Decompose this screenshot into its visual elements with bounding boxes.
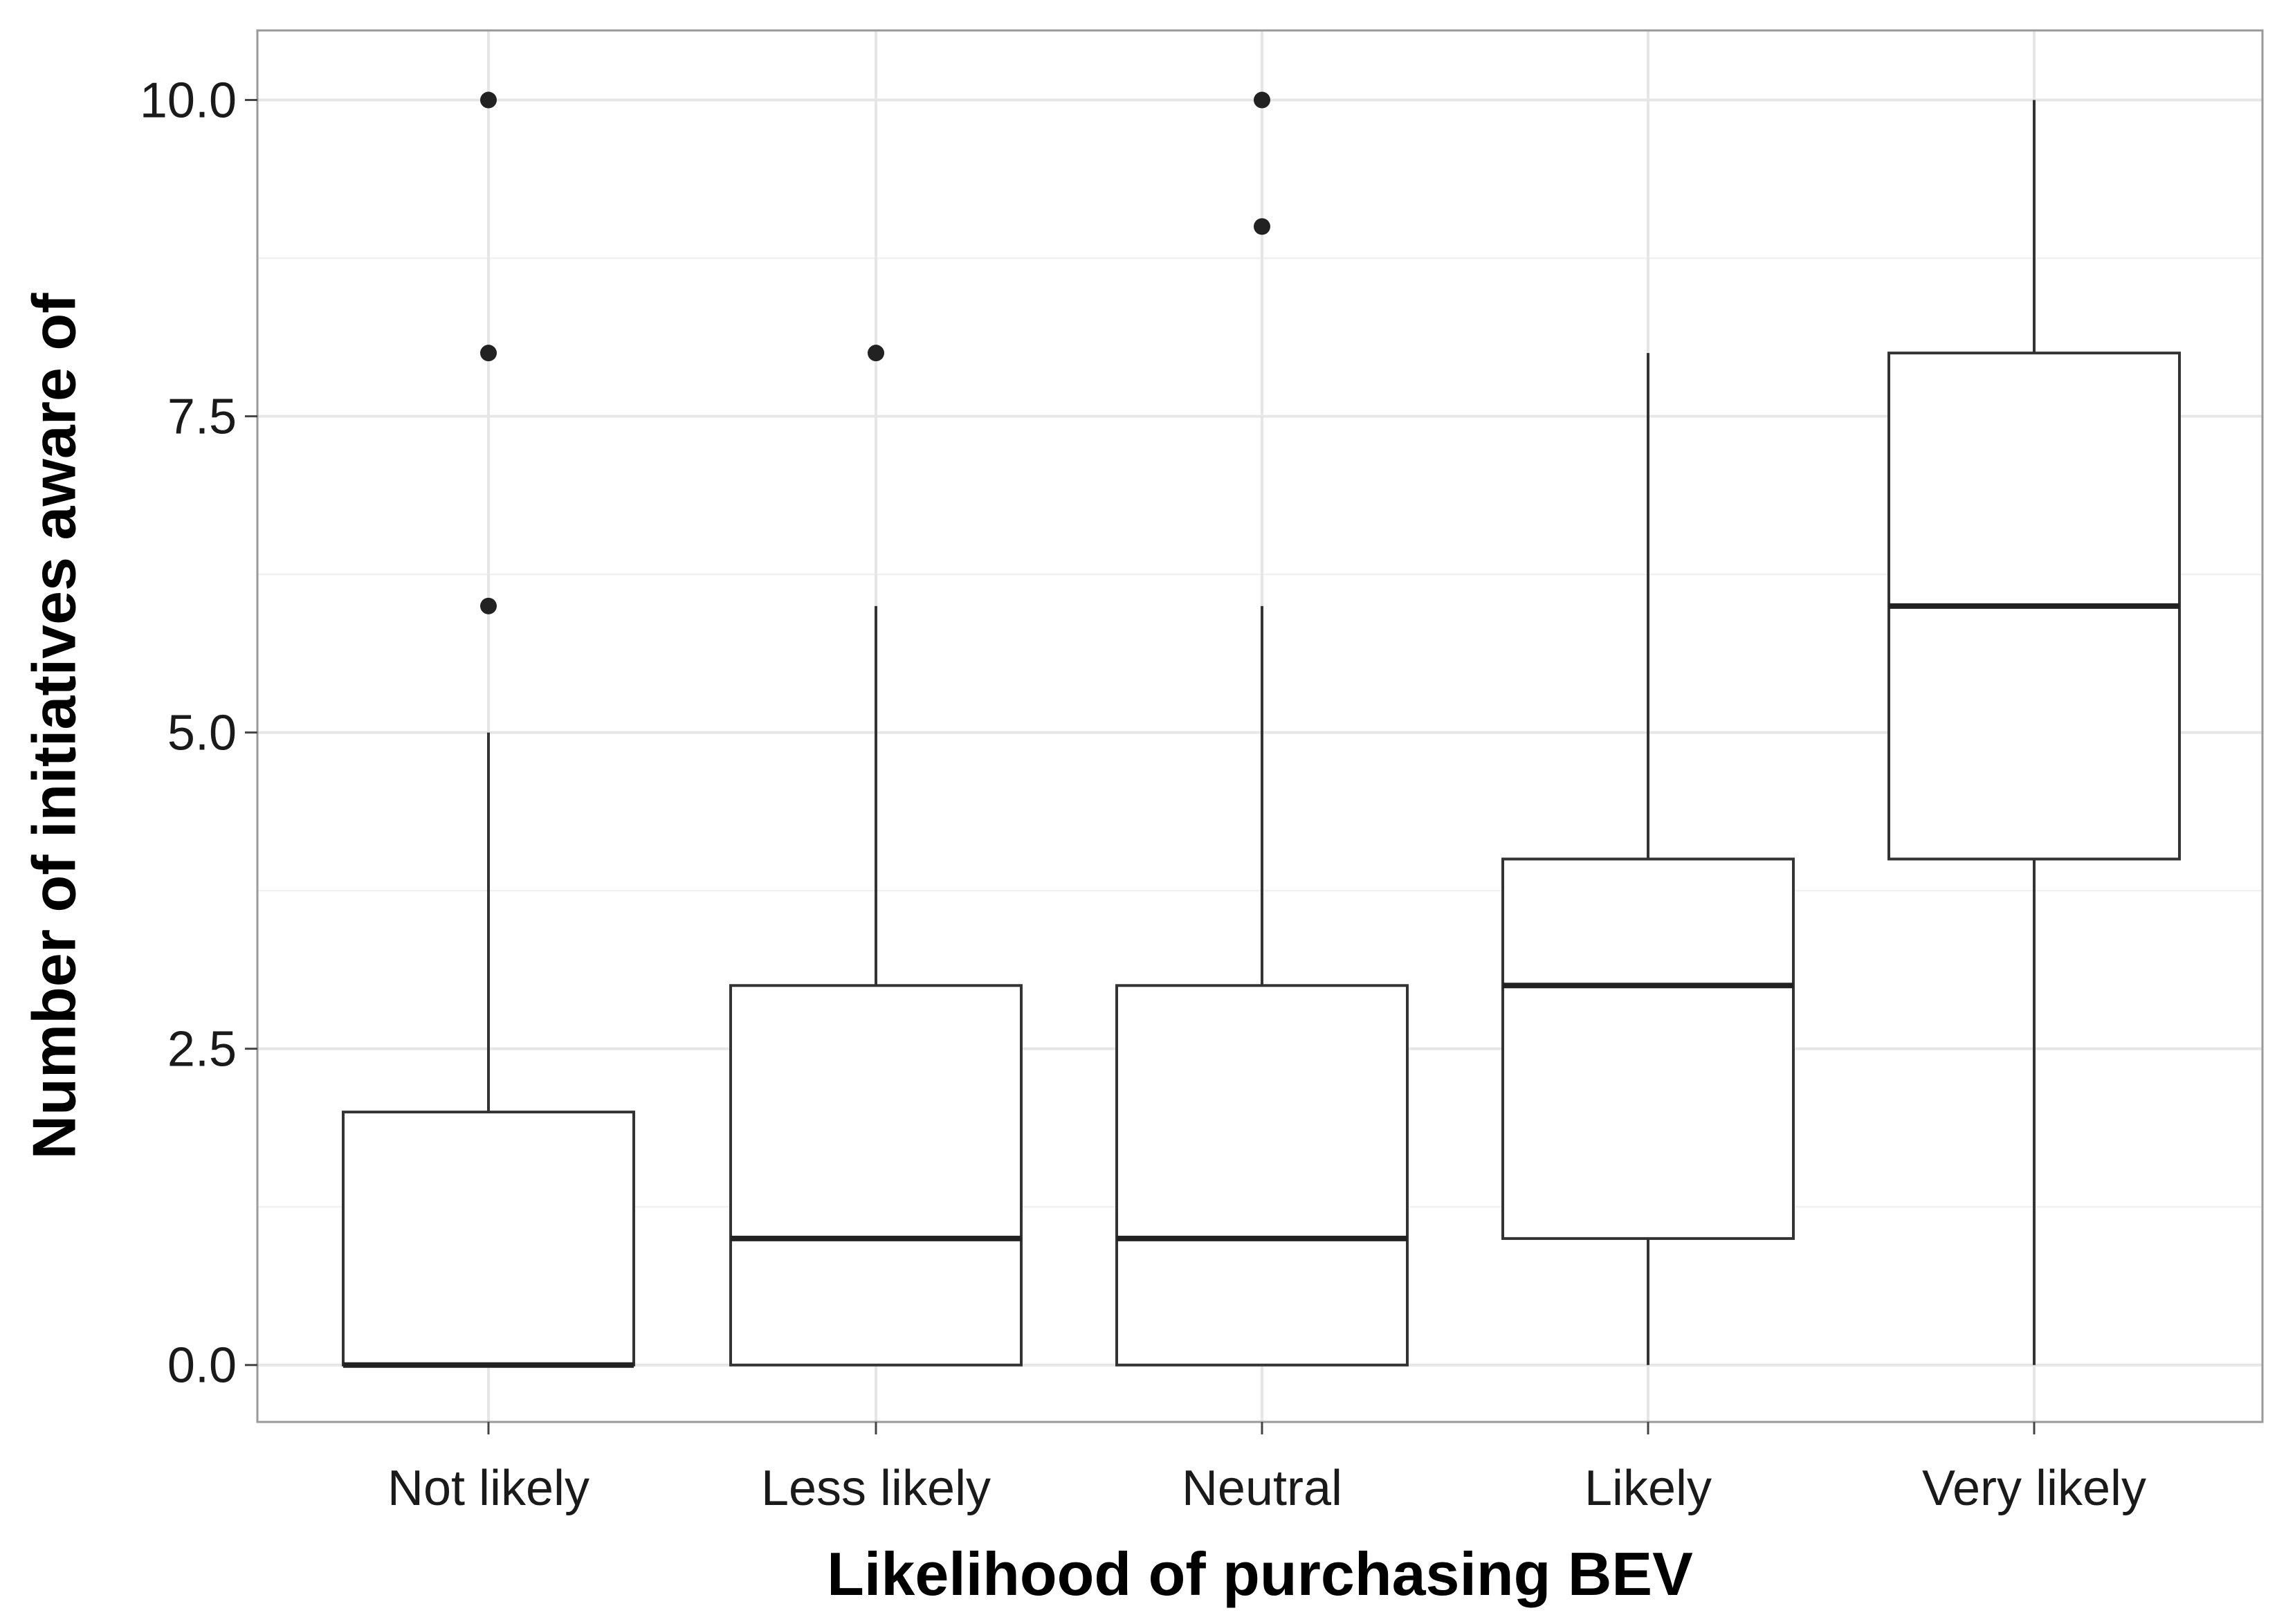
box-group — [342, 91, 635, 1368]
y-tick-label: 0.0 — [167, 1338, 237, 1394]
x-axis-title: Likelihood of purchasing BEV — [827, 1540, 1693, 1608]
x-tick-label: Less likely — [761, 1461, 991, 1516]
x-tick-label: Not likely — [387, 1461, 589, 1516]
y-axis-title: Number of initiatives aware of — [20, 293, 89, 1160]
y-axis: 0.0 2.5 5.0 7.5 10.0 — [140, 73, 257, 1394]
y-tick-label: 7.5 — [167, 390, 237, 445]
x-tick-label: Neutral — [1182, 1461, 1342, 1516]
box-iqr — [1501, 857, 1795, 1240]
outlier-point — [480, 345, 497, 362]
box-iqr — [729, 984, 1023, 1367]
x-axis: Not likely Less likely Neutral Likely Very l… — [387, 1422, 2146, 1516]
outlier-point — [868, 345, 884, 362]
x-tick-label: Likely — [1584, 1461, 1712, 1516]
plot-panel-border — [256, 29, 2264, 1423]
y-tick-label: 10.0 — [140, 73, 237, 129]
box-marks — [342, 91, 2181, 1368]
x-tick-label: Very likely — [1922, 1461, 2146, 1516]
y-tick-label: 2.5 — [167, 1022, 237, 1077]
outlier-point — [1254, 91, 1270, 109]
box-group — [1115, 91, 1409, 1367]
y-tick-label: 5.0 — [167, 706, 237, 761]
outlier-point — [480, 91, 497, 109]
box-group — [1501, 353, 1795, 1365]
box-iqr — [1115, 984, 1409, 1367]
box-iqr — [342, 1111, 635, 1367]
outlier-point — [1254, 218, 1270, 235]
outlier-point — [480, 597, 497, 614]
box-group — [1887, 100, 2181, 1365]
box-group — [729, 345, 1023, 1367]
